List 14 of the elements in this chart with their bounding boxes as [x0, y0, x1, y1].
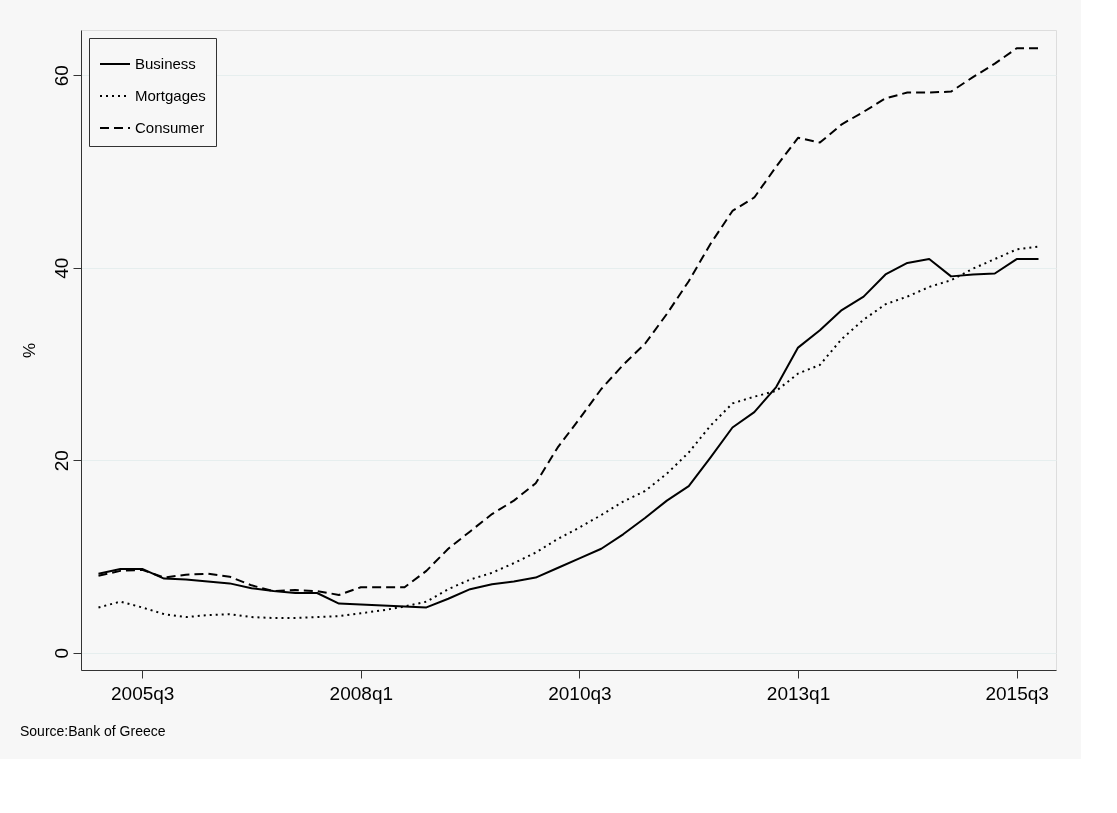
y-axis-title: % — [19, 342, 39, 359]
y-tick-label: 60 — [50, 65, 72, 87]
x-tick-label: 2008q1 — [329, 682, 394, 704]
legend-label: Mortgages — [135, 87, 206, 104]
x-tick-label: 2013q1 — [766, 682, 831, 704]
x-tick-label: 2010q3 — [548, 682, 612, 704]
legend-label: Consumer — [135, 119, 205, 136]
source-note: Source:Bank of Greece — [20, 723, 166, 739]
x-tick-label: 2015q3 — [985, 682, 1049, 704]
y-tick-label: 20 — [50, 450, 72, 472]
x-tick-label: 2005q3 — [111, 682, 175, 704]
legend-label: Business — [135, 55, 196, 72]
y-tick-label: 40 — [50, 257, 72, 279]
y-tick-label: 0 — [50, 647, 72, 659]
